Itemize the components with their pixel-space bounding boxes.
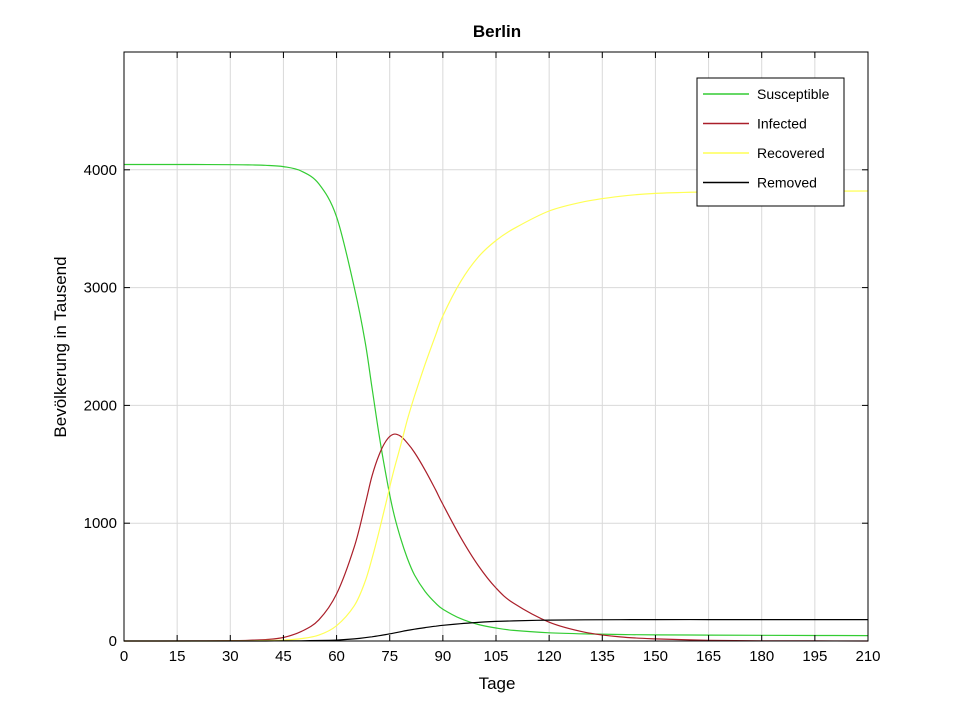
x-axis-label: Tage <box>479 674 516 693</box>
series-line-susceptible <box>124 163 869 637</box>
chart-title: Berlin <box>473 22 521 41</box>
legend-label-infected: Infected <box>757 116 807 132</box>
y-tick-label: 3000 <box>84 280 117 297</box>
x-tick-label: 195 <box>802 648 827 665</box>
y-tick-label: 1000 <box>84 515 117 532</box>
x-tick-label: 45 <box>275 648 292 665</box>
legend-label-susceptible: Susceptible <box>757 86 830 102</box>
x-tick-label: 210 <box>855 648 880 665</box>
legend-label-removed: Removed <box>757 175 817 191</box>
x-tick-label: 165 <box>696 648 721 665</box>
legend-label-recovered: Recovered <box>757 145 825 161</box>
x-tick-label: 180 <box>749 648 774 665</box>
y-tick-label: 4000 <box>84 162 117 179</box>
x-tick-label: 60 <box>328 648 345 665</box>
x-tick-label: 90 <box>435 648 452 665</box>
x-tick-label: 135 <box>590 648 615 665</box>
x-tick-label: 120 <box>537 648 562 665</box>
x-tick-label: 30 <box>222 648 239 665</box>
x-tick-label: 150 <box>643 648 668 665</box>
axis-ticks: 0 15 30 45 60 75 90 105 120 135 150 165 180 195 210 0 10… <box>84 52 881 665</box>
x-tick-label: 105 <box>483 648 508 665</box>
y-axis-label: Bevölkerung in Tausend <box>51 256 70 437</box>
x-tick-label: 15 <box>169 648 186 665</box>
x-tick-label: 75 <box>381 648 398 665</box>
y-tick-label: 0 <box>109 633 117 650</box>
y-tick-label: 2000 <box>84 397 117 414</box>
legend: Susceptible Infected Recovered Removed <box>696 77 845 207</box>
legend-box <box>696 77 845 207</box>
x-tick-label: 0 <box>120 648 128 665</box>
